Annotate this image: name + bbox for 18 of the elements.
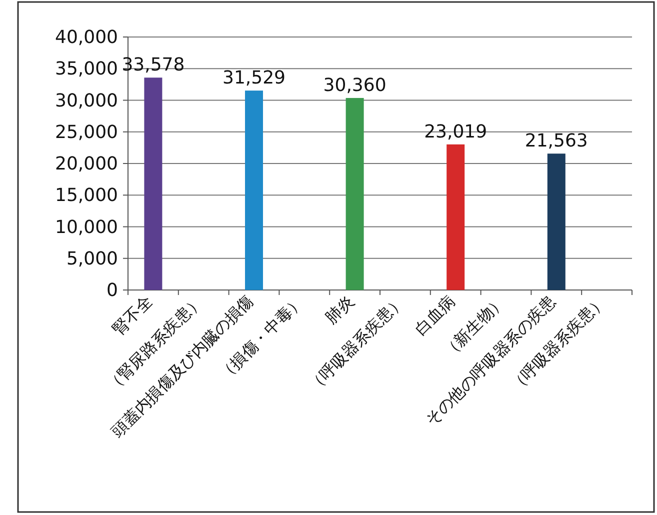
y-tick-label: 30,000	[55, 90, 118, 112]
data-label: 21,563	[524, 130, 588, 152]
y-tick-label: 5,000	[66, 248, 118, 270]
data-label: 30,360	[323, 74, 386, 96]
x-tick-label: 肺炎	[322, 291, 358, 328]
bar	[446, 144, 465, 290]
y-tick-label: 0	[106, 280, 118, 301]
y-tick-label: 35,000	[55, 58, 118, 80]
bar	[547, 154, 566, 290]
y-tick-label: 10,000	[55, 216, 118, 238]
y-tick-label: 15,000	[55, 185, 118, 206]
y-tick-label: 40,000	[55, 27, 118, 48]
bar	[144, 78, 162, 290]
y-tick-label: 20,000	[55, 154, 118, 174]
y-tick-label: 25,000	[55, 122, 118, 143]
bar	[346, 98, 364, 290]
bar	[245, 90, 263, 290]
data-label: 31,529	[222, 68, 286, 89]
